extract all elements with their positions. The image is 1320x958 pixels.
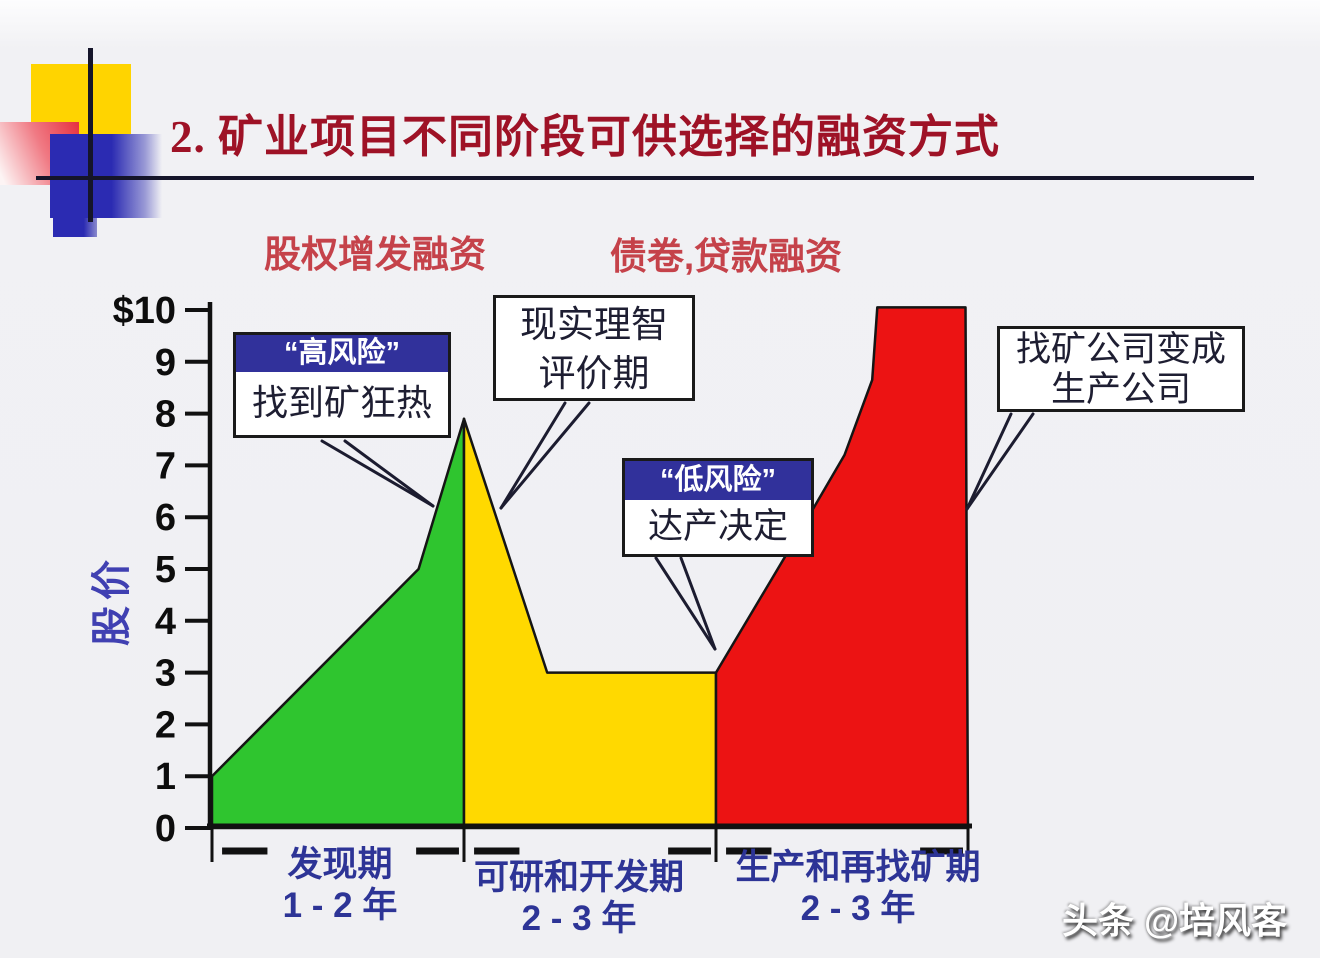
callout-evaluation: 现实理智 评价期 [493, 295, 695, 401]
production-pointer [965, 412, 1035, 511]
y-tick-label: 3 [155, 653, 176, 695]
production-area [714, 306, 970, 830]
x-segment-label: 生产和再找矿期 [735, 848, 981, 887]
y-tick-label: 1 [155, 756, 176, 798]
evaluation-pointer [499, 401, 591, 510]
watermark: 头条 @培风客 [1062, 900, 1288, 941]
y-tick-label: 6 [155, 497, 176, 539]
y-tick-label: 5 [155, 549, 176, 591]
callout-high-risk-header: “高风险” [236, 335, 448, 372]
callout-high-risk-body: 找到矿狂热 [251, 382, 432, 423]
production-pointer [965, 412, 1013, 511]
decoration-blue-tab [53, 218, 97, 237]
y-axis-label: 股价 [90, 554, 134, 646]
discovery-area [210, 417, 466, 830]
x-segment-production: 生产和再找矿期 2 - 3 年 [706, 848, 1010, 930]
x-segment-label: 可研和开发期 [473, 858, 684, 897]
page-title: 2. 矿业项目不同阶段可供选择的融资方式 [170, 112, 1001, 162]
evaluation-pointer [499, 401, 567, 510]
decoration-vertical-line [88, 48, 93, 222]
high-risk-pointer [343, 439, 435, 508]
low-risk-pointer [654, 556, 717, 651]
callout-production-line1: 找矿公司变成 [1015, 330, 1226, 369]
callout-high-risk: “高风险” 找到矿狂热 [233, 332, 451, 438]
debt-financing-label: 债卷,贷款融资 [609, 236, 843, 277]
y-tick-label: 7 [155, 445, 176, 487]
x-segment-duration: 2 - 3 年 [521, 899, 637, 938]
x-segment-duration: 2 - 3 年 [800, 889, 916, 928]
y-tick-label: 4 [155, 601, 176, 643]
callout-low-risk: “低风险” 达产决定 [622, 458, 814, 557]
x-segment-duration: 1 - 2 年 [282, 886, 398, 925]
callout-evaluation-line1: 现实理智 [520, 304, 668, 345]
callout-production-line2: 生产公司 [1050, 370, 1191, 409]
equity-financing-label: 股权增发融资 [264, 234, 486, 275]
title-underline [36, 176, 1254, 180]
x-segment-label: 发现期 [287, 845, 393, 884]
y-tick-label: 9 [155, 342, 176, 384]
y-tick-label: 8 [155, 394, 176, 436]
y-tick-label: 2 [155, 704, 176, 746]
x-segment-development: 可研和开发期 2 - 3 年 [448, 858, 710, 940]
callout-low-risk-header: “低风险” [625, 461, 811, 500]
high-risk-pointer [320, 439, 435, 508]
callout-evaluation-line2: 评价期 [538, 353, 650, 394]
callout-production: 找矿公司变成 生产公司 [997, 326, 1245, 412]
y-tick-label: $10 [113, 290, 176, 332]
x-segment-discovery: 发现期 1 - 2 年 [238, 845, 442, 927]
low-risk-pointer [679, 556, 717, 651]
callout-low-risk-body: 达产决定 [647, 507, 788, 546]
y-tick-label: 0 [155, 808, 176, 850]
